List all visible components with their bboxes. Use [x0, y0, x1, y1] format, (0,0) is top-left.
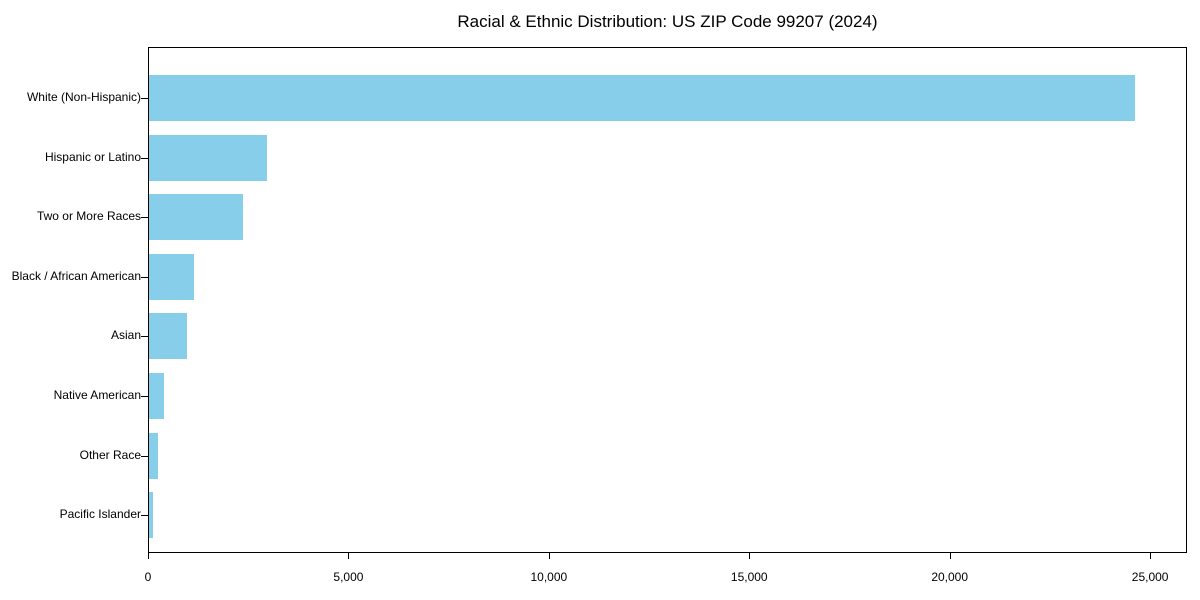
y-tick-mark	[141, 396, 148, 397]
x-tick-mark	[949, 553, 951, 559]
x-tick-mark	[348, 553, 350, 559]
y-tick-mark	[141, 515, 148, 517]
bar	[149, 432, 159, 479]
bar	[149, 313, 188, 360]
x-axis-tick-label: 10,000	[530, 570, 568, 584]
x-axis-tick-label: 25,000	[1131, 570, 1169, 584]
y-axis-label: Two or More Races	[36, 209, 141, 224]
x-tick-mark	[749, 553, 751, 559]
x-tick-mark	[1150, 553, 1152, 559]
y-axis-label: Hispanic or Latino	[44, 149, 141, 164]
y-tick-mark	[141, 157, 148, 159]
y-axis-label: Native American	[53, 388, 141, 402]
plot-area	[141, 47, 1187, 553]
bar	[149, 253, 194, 300]
y-axis-label: Pacific Islander	[59, 507, 141, 522]
bar	[149, 75, 1136, 121]
bar	[149, 134, 268, 181]
bar	[149, 492, 154, 539]
y-tick-mark	[141, 276, 148, 278]
y-tick-mark	[141, 455, 148, 457]
x-tick-mark	[548, 553, 550, 559]
x-axis-tick-label: 20,000	[931, 570, 969, 584]
y-axis-label: Other Race	[79, 447, 141, 462]
x-axis-tick-label: 0	[144, 570, 152, 584]
y-tick-mark	[141, 336, 148, 338]
x-axis-tick-label: 5,000	[333, 570, 364, 584]
y-tick-mark	[141, 217, 148, 219]
y-axis-label: Black / African American	[11, 268, 141, 283]
chart-title: Racial & Ethnic Distribution: US ZIP Cod…	[457, 12, 878, 31]
x-axis-tick-label: 15,000	[730, 570, 768, 584]
bar	[149, 373, 165, 419]
y-tick-mark	[141, 98, 148, 99]
bar	[149, 194, 244, 241]
x-tick-mark	[148, 553, 149, 559]
y-axis-label: White (Non-Hispanic)	[26, 90, 141, 104]
y-axis-label: Asian	[110, 328, 141, 343]
